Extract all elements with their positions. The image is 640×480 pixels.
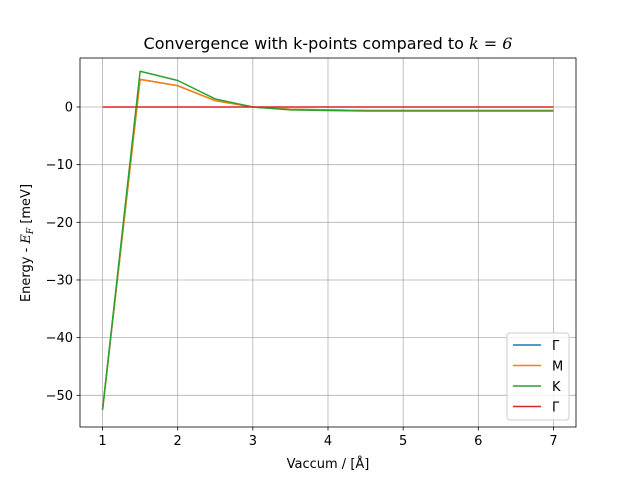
x-tick-label: 1	[98, 434, 106, 449]
series-line-2	[101, 70, 554, 410]
x-axis-label: Vaccum / [Å]	[287, 456, 370, 472]
legend-box	[506, 332, 570, 421]
legend-label: Γ	[552, 401, 560, 416]
y-tick-label: −40	[46, 331, 73, 346]
y-tick-label: −10	[46, 158, 73, 173]
y-axis-label-prefix: Energy -	[19, 244, 34, 302]
y-axis-label-sub: F	[26, 227, 36, 235]
y-tick-label: −30	[46, 273, 73, 288]
x-tick-label: 5	[399, 434, 407, 449]
y-tick-label: −50	[46, 389, 73, 404]
legend-label: K	[552, 380, 561, 395]
chart-title-text: Convergence with k-points compared to	[144, 34, 469, 53]
x-tick-label: 2	[174, 434, 182, 449]
legend-label: M	[552, 360, 563, 375]
y-tick-label: −20	[46, 216, 73, 231]
x-axis-ticks: 1 2 3 4 5 6 7	[98, 427, 558, 449]
y-axis-label: Energy - EF [meV]	[19, 184, 36, 302]
x-tick-label: 6	[474, 434, 482, 449]
x-tick-label: 7	[549, 434, 557, 449]
y-axis-label-suffix: [meV]	[19, 184, 34, 228]
legend-label: Γ	[552, 339, 560, 354]
series-lines	[101, 70, 554, 410]
chart-title-math: k = 6	[469, 34, 512, 53]
x-tick-label: 3	[249, 434, 257, 449]
y-axis-label-var: E	[19, 234, 34, 245]
y-tick-label: 0	[65, 101, 73, 116]
chart-title: Convergence with k-points compared to k …	[144, 34, 513, 53]
x-tick-label: 4	[324, 434, 332, 449]
y-axis-ticks: 0 −10 −20 −30 −40 −50	[46, 101, 80, 404]
